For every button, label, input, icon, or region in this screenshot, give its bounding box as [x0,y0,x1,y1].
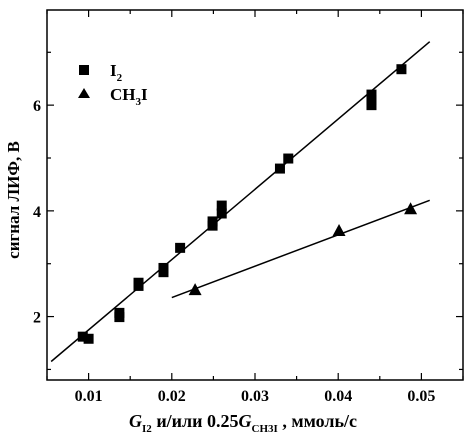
x-axis-label: GI2 и/или 0.25GCH3I , ммоль/с [129,411,357,435]
data-point-ch3i [332,223,346,236]
data-point-i2 [207,216,218,227]
x-tick-label: 0.01 [75,388,103,405]
x-axis-label-g: G [129,411,142,431]
x-tick-label: 0.05 [407,388,435,405]
data-point-i2 [77,331,88,342]
data-point-i2 [366,89,377,100]
x-tick-label: 0.02 [158,388,186,405]
y-axis-label: сигнал ЛИФ, В [4,141,23,259]
x-tick-label: 0.03 [241,388,269,405]
legend-label-i2: I2 [110,61,123,84]
data-point-i2 [366,94,377,105]
legend-square-marker [79,65,89,75]
data-point-i2 [366,100,377,111]
plot-area [50,41,431,363]
x-axis-label-middle: и/или 0.25 [152,411,239,431]
data-point-i2 [158,262,169,273]
fit-line-ch3i [171,199,430,299]
data-point-i2 [175,242,186,253]
x-axis-label-sub2: CH3I [252,423,278,435]
y-tick-label: 6 [33,98,41,115]
legend-label-ch3i: CH3I [110,85,148,108]
data-point-i2 [216,208,227,219]
data-point-i2 [83,333,94,344]
ticks: 0.01 0.02 0.03 0.04 0.05 2 4 6 [33,10,464,405]
data-point-i2 [283,153,294,164]
x-axis-label-sub1: I2 [142,423,152,435]
y-tick-label: 4 [33,204,41,221]
legend: I2 CH3I [78,61,148,108]
data-point-i2 [114,307,125,318]
data-point-ch3i [188,283,202,296]
data-point-ch3i [404,202,418,215]
x-tick-label: 0.04 [324,388,352,405]
x-axis-label-g2: G [239,411,252,431]
x-axis-label-tail: , ммоль/с [278,411,357,431]
data-point-i2 [274,163,285,174]
legend-triangle-marker [78,88,90,98]
data-point-i2 [396,64,407,75]
data-point-i2 [216,200,227,211]
data-point-i2 [133,277,144,288]
y-tick-label: 2 [33,310,41,327]
